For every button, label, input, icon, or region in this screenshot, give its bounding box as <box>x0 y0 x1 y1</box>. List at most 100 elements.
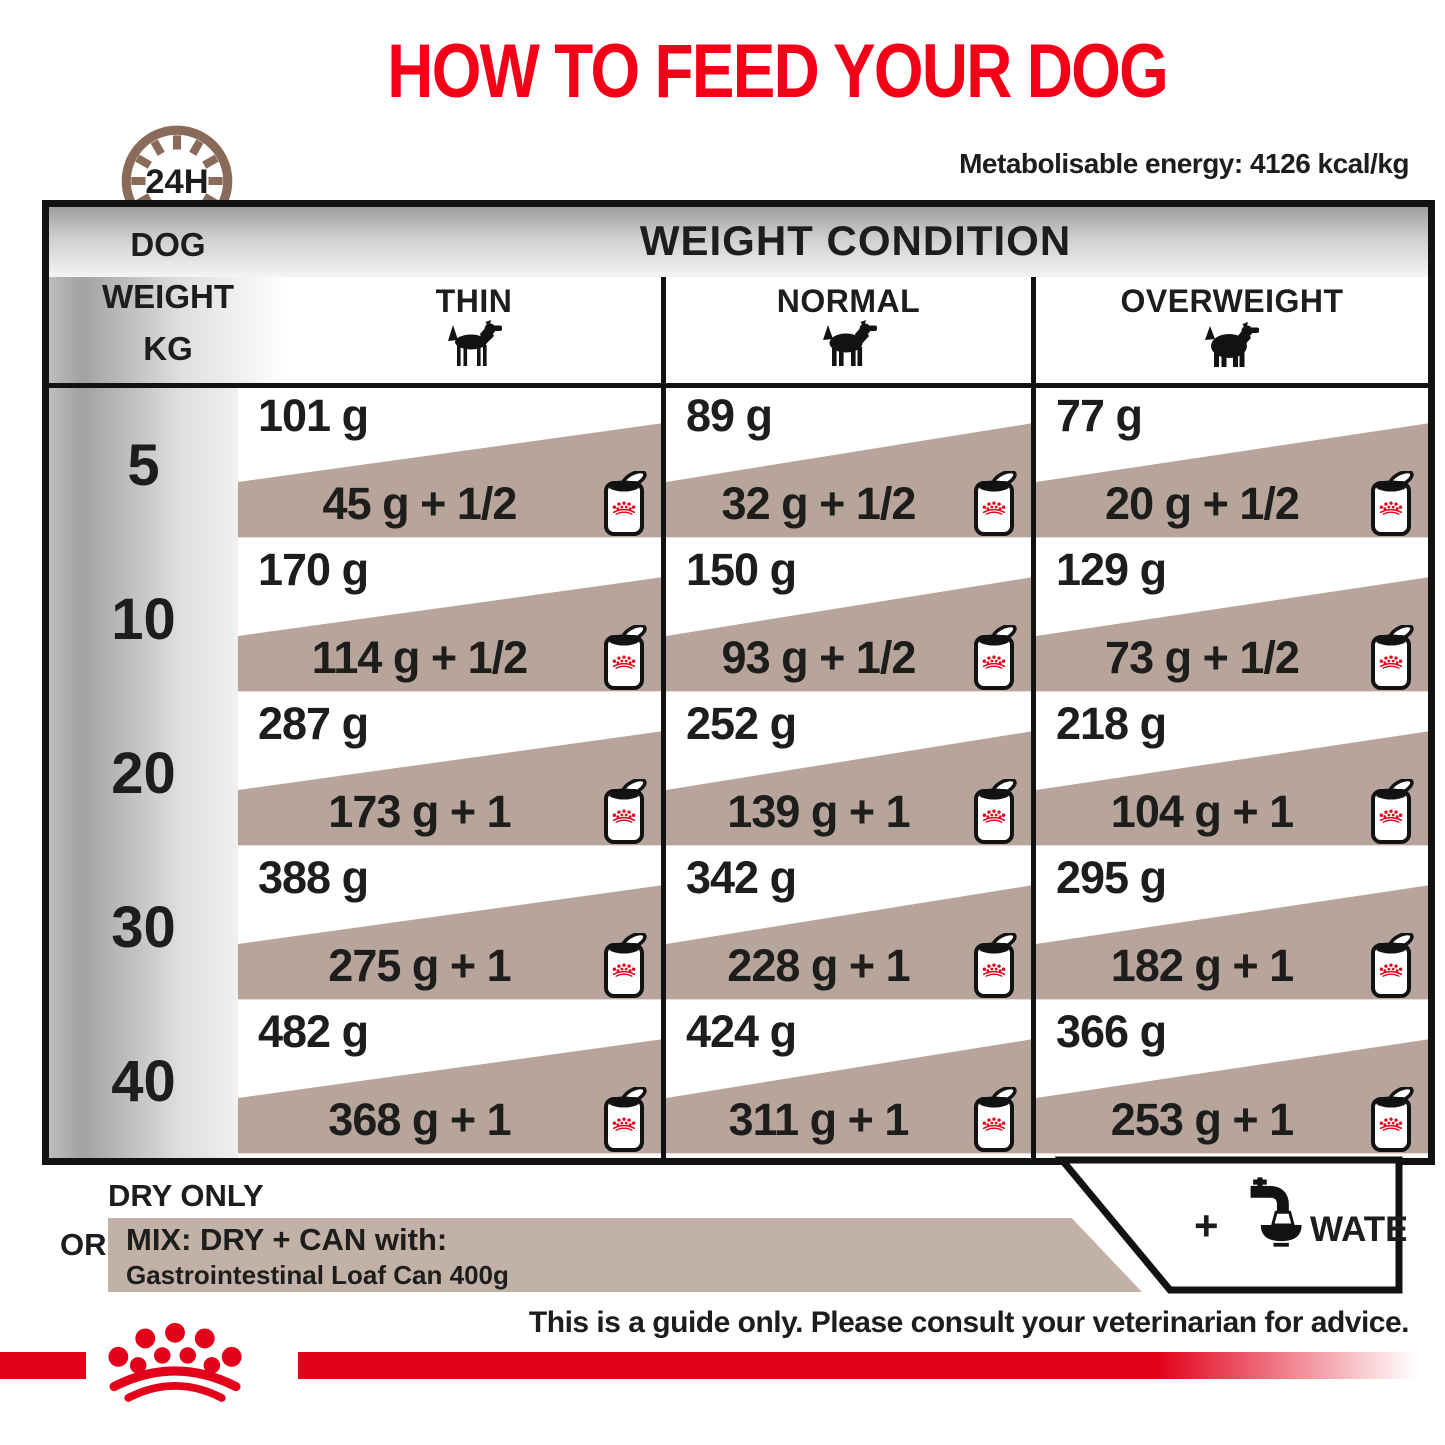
mix-amount: 139 g + 1 <box>727 786 910 837</box>
feed-cell-overweight: 129 g 73 g + 1/2 <box>1036 542 1428 696</box>
subheader-spacer <box>49 277 287 383</box>
dry-amount: 342 g <box>686 852 797 903</box>
can-icon <box>601 625 647 691</box>
legend-or: OR <box>60 1227 107 1262</box>
dog-weight-value: 40 <box>111 1048 176 1114</box>
mix-amount: 275 g + 1 <box>328 940 511 991</box>
mix-amount: 368 g + 1 <box>328 1094 511 1145</box>
condition-overweight: OVERWEIGHT <box>1036 277 1428 383</box>
column-divider <box>1031 277 1036 383</box>
legend-mix-title: MIX: DRY + CAN with: <box>126 1222 448 1257</box>
dry-amount: 287 g <box>258 698 369 749</box>
can-icon <box>971 779 1017 845</box>
dry-amount: 366 g <box>1056 1006 1167 1057</box>
subheader-underline <box>49 383 1428 388</box>
can-icon <box>1368 779 1414 845</box>
feeding-table: WEIGHT CONDITION DOG WEIGHT KG THIN NORM… <box>42 200 1435 1165</box>
royal-canin-crown-logo <box>98 1320 252 1405</box>
column-divider <box>661 388 666 542</box>
table-rows: 5 101 g 45 g + 1/2 89 g 32 g + 1/2 77 g … <box>49 388 1428 1158</box>
condition-subheader: THIN NORMAL OVERWEIGHT <box>49 277 1428 383</box>
can-icon <box>1368 471 1414 537</box>
dog-weight-header-line: KG <box>143 330 193 367</box>
dog-overweight-icon <box>1205 322 1259 367</box>
dog-weight-value: 5 <box>127 432 160 498</box>
can-icon <box>971 1087 1017 1153</box>
feed-cell-normal: 342 g 228 g + 1 <box>666 850 1031 1004</box>
page-title: HOW TO FEED YOUR DOG <box>387 29 1170 114</box>
mix-amount: 104 g + 1 <box>1110 786 1294 837</box>
dog-thin-icon <box>448 320 502 366</box>
mix-amount: 93 g + 1/2 <box>721 632 917 683</box>
mix-amount: 253 g + 1 <box>1110 1094 1294 1145</box>
legend-dry-only: DRY ONLY <box>108 1178 264 1213</box>
dog-weight-header: DOG WEIGHT KG <box>49 219 287 375</box>
feed-cell-overweight: 77 g 20 g + 1/2 <box>1036 388 1428 542</box>
dry-amount: 295 g <box>1056 852 1167 903</box>
dry-amount: 482 g <box>258 1006 369 1057</box>
mix-amount: 20 g + 1/2 <box>1105 478 1300 529</box>
dry-amount: 388 g <box>258 852 369 903</box>
feed-cell-overweight: 218 g 104 g + 1 <box>1036 696 1428 850</box>
condition-normal: NORMAL <box>666 277 1031 383</box>
table-header-band: WEIGHT CONDITION <box>49 207 1428 277</box>
table-row: 5 101 g 45 g + 1/2 89 g 32 g + 1/2 77 g … <box>49 388 1428 542</box>
condition-label: OVERWEIGHT <box>1120 283 1344 319</box>
feed-cell-normal: 89 g 32 g + 1/2 <box>666 388 1031 542</box>
can-icon <box>601 933 647 999</box>
table-row: 10 170 g 114 g + 1/2 150 g 93 g + 1/2 12… <box>49 542 1428 696</box>
dog-normal-icon <box>822 320 877 366</box>
legend-mix-subtitle: Gastrointestinal Loaf Can 400g <box>126 1260 509 1290</box>
water-label: WATER <box>1310 1210 1406 1249</box>
table-row: 40 482 g 368 g + 1 424 g 311 g + 1 366 g… <box>49 1004 1428 1158</box>
footer-note: This is a guide only. Please consult you… <box>528 1306 1410 1339</box>
column-divider <box>661 542 666 696</box>
dog-weight-value: 10 <box>111 586 176 652</box>
feed-cell-normal: 150 g 93 g + 1/2 <box>666 542 1031 696</box>
can-icon <box>601 1087 647 1153</box>
plus-sign: + <box>1194 1202 1219 1249</box>
can-icon <box>1368 933 1414 999</box>
column-divider <box>661 277 666 383</box>
dry-amount: 150 g <box>686 544 797 595</box>
feed-cell-thin: 170 g 114 g + 1/2 <box>238 542 661 696</box>
can-icon <box>601 471 647 537</box>
dry-amount: 77 g <box>1056 390 1143 441</box>
dry-amount: 170 g <box>258 544 369 595</box>
legend-mix-bar <box>108 1218 1142 1292</box>
clock-label: 24H <box>145 163 208 201</box>
condition-thin: THIN <box>287 277 661 383</box>
can-icon <box>971 625 1017 691</box>
can-icon <box>601 779 647 845</box>
feed-cell-normal: 424 g 311 g + 1 <box>666 1004 1031 1158</box>
dog-weight-header-line: DOG <box>130 226 206 263</box>
column-divider <box>661 1004 666 1158</box>
dry-amount: 101 g <box>258 390 369 441</box>
mix-amount: 73 g + 1/2 <box>1105 632 1300 683</box>
column-divider <box>1031 1004 1036 1158</box>
feed-cell-overweight: 295 g 182 g + 1 <box>1036 850 1428 1004</box>
feed-cell-thin: 101 g 45 g + 1/2 <box>238 388 661 542</box>
table-row: 20 287 g 173 g + 1 252 g 139 g + 1 218 g… <box>49 696 1428 850</box>
mix-amount: 311 g + 1 <box>728 1094 910 1145</box>
mix-amount: 114 g + 1/2 <box>311 632 528 683</box>
dog-weight-value: 20 <box>111 740 176 806</box>
dry-amount: 424 g <box>686 1006 797 1057</box>
weight-condition-header: WEIGHT CONDITION <box>639 217 1072 264</box>
can-icon <box>1368 1087 1414 1153</box>
column-divider <box>1031 850 1036 1004</box>
water-callout: + WATER <box>1054 1156 1406 1294</box>
dog-weight-value: 30 <box>111 894 176 960</box>
can-icon <box>1368 625 1414 691</box>
energy-note: Metabolisable energy: 4126 kcal/kg <box>959 148 1409 179</box>
dry-amount: 218 g <box>1056 698 1167 749</box>
column-divider <box>661 696 666 850</box>
dog-weight-header-line: WEIGHT <box>102 278 234 315</box>
condition-label: THIN <box>435 283 513 319</box>
dry-amount: 129 g <box>1056 544 1167 595</box>
table-row: 30 388 g 275 g + 1 342 g 228 g + 1 295 g… <box>49 850 1428 1004</box>
mix-amount: 182 g + 1 <box>1110 940 1294 991</box>
column-divider <box>1031 696 1036 850</box>
mix-amount: 32 g + 1/2 <box>721 478 917 529</box>
